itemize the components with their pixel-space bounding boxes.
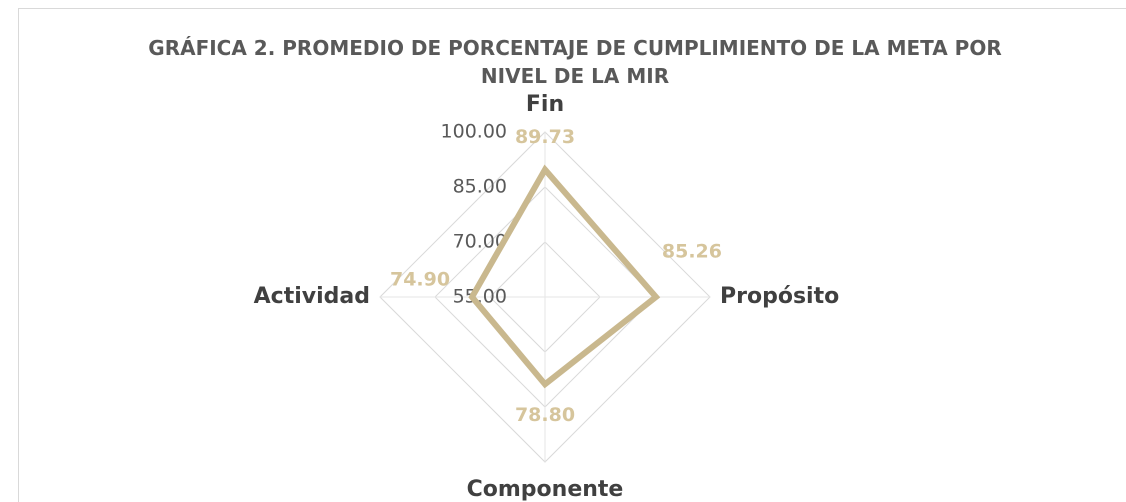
tick-label: 70.00 bbox=[453, 231, 507, 253]
category-label: Componente bbox=[467, 477, 624, 502]
chart-frame bbox=[18, 8, 1126, 502]
tick-label: 55.00 bbox=[453, 286, 507, 308]
tick-label: 100.00 bbox=[441, 121, 507, 143]
radar-line bbox=[468, 164, 661, 389]
tick-label: 85.00 bbox=[453, 176, 507, 198]
category-label: Propósito bbox=[720, 284, 839, 309]
chart-title: GRÁFICA 2. PROMEDIO DE PORCENTAJE DE CUM… bbox=[148, 36, 1002, 88]
data-label: 78.80 bbox=[515, 404, 575, 426]
data-label: 85.26 bbox=[662, 241, 722, 263]
data-label: 74.90 bbox=[390, 269, 450, 291]
data-label: 89.73 bbox=[515, 126, 575, 148]
category-label: Actividad bbox=[254, 284, 370, 309]
category-label: Fin bbox=[526, 92, 564, 117]
